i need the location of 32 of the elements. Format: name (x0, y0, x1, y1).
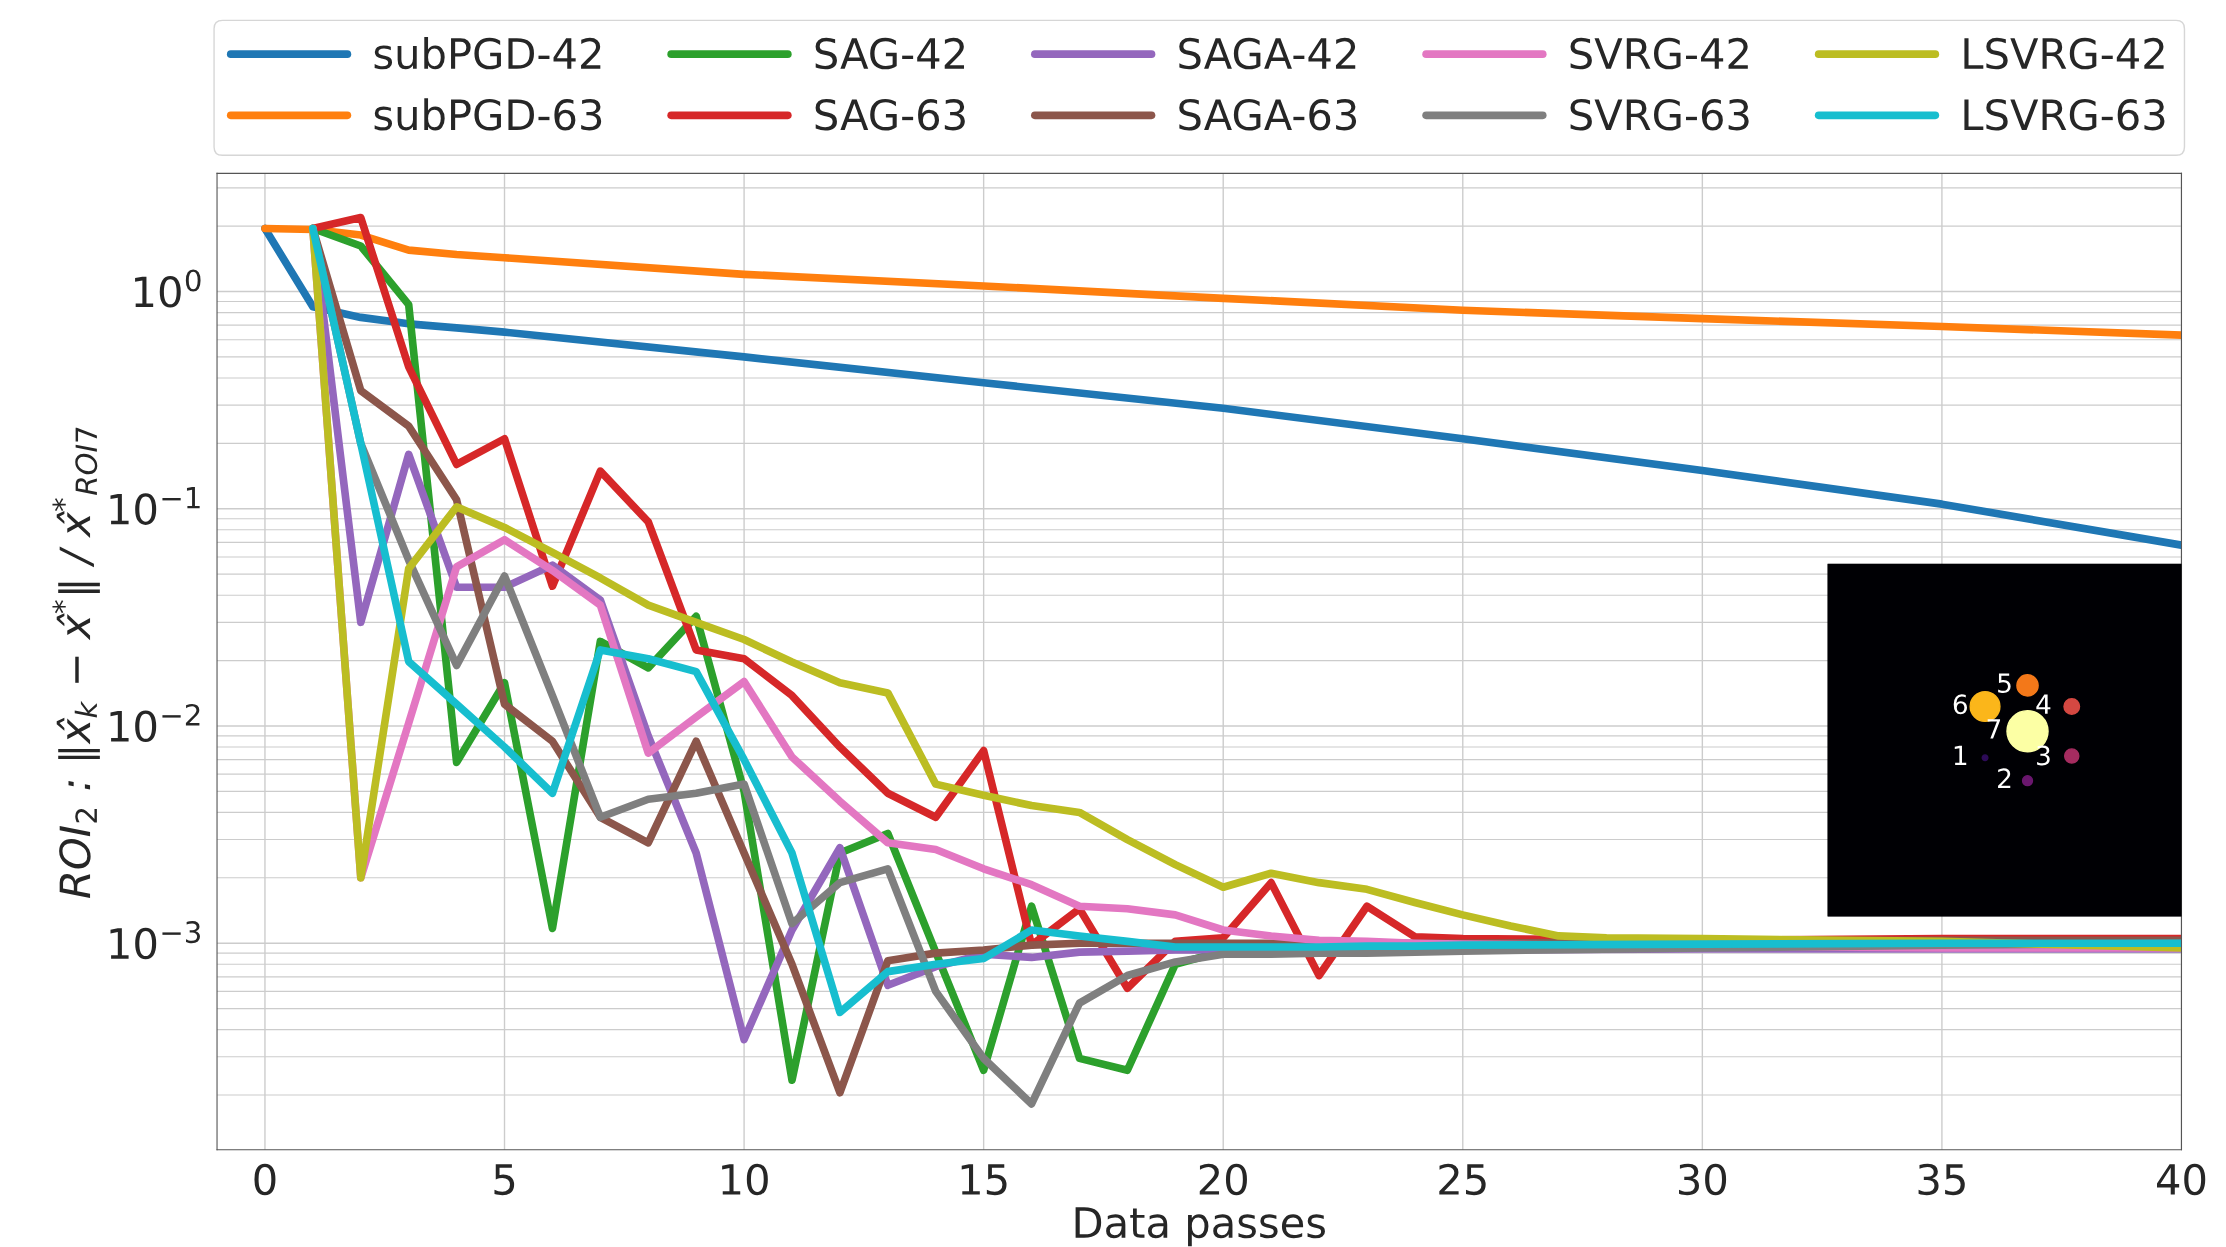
legend-label: LSVRG-63 (1964, 98, 2165, 131)
annotation: 7 (1987, 719, 2001, 739)
x-tick-label: 40 (2157, 1163, 2206, 1196)
annotation: 1 (1954, 745, 1967, 766)
legend-label: SAG-63 (815, 98, 965, 131)
legend-label: SAGA-42 (1179, 37, 1356, 70)
x-tick-label: 0 (254, 1163, 276, 1196)
legend-label: SAGA-63 (1179, 98, 1357, 131)
annotation: 4 (2036, 694, 2051, 714)
x-tick-label: 10 (722, 1163, 768, 1196)
legend-label: SVRG-63 (1570, 98, 1749, 131)
y-tick-label: 10$^{−2}$ (110, 703, 200, 743)
y-tick-label: 10$^{−3}$ (110, 921, 200, 960)
annotation: 2 (1998, 768, 2011, 788)
legend-label: SAG-42 (815, 37, 965, 70)
x-tick-label: 20 (1199, 1163, 1247, 1196)
y-tick-label: 10$^{−1}$ (110, 487, 200, 525)
text: ROI$_{2}$ : ‖x̂$_{k}$ − x̂$^{*}$‖ / x̂$^{*}$$_{ROI7}$ (52, 427, 100, 898)
annotation: 6 (1953, 694, 1967, 715)
x-axis-title: Data passes (1075, 1207, 1325, 1247)
legend-label: subPGD-63 (374, 98, 602, 131)
legend-label: SVRG-42 (1570, 37, 1748, 70)
x-tick-label: 30 (1679, 1163, 1727, 1196)
legend-label: subPGD-42 (374, 37, 601, 70)
x-tick-label: 15 (961, 1164, 1007, 1196)
x-tick-label: 35 (1918, 1163, 1965, 1196)
legend-label: LSVRG-42 (1964, 37, 2164, 70)
x-tick-label: 5 (494, 1164, 515, 1196)
annotation: 3 (2037, 745, 2050, 766)
y-tick-label: 10$^{0}$ (135, 269, 201, 308)
annotation: 5 (1998, 673, 2011, 694)
x-tick-label: 25 (1439, 1163, 1486, 1196)
